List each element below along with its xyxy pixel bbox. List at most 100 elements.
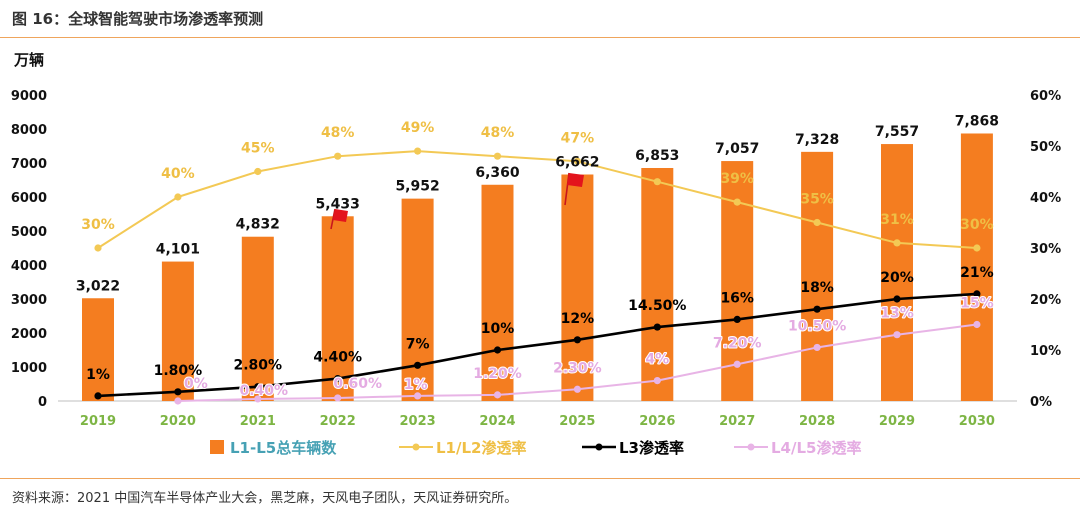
axes-group: 9000 8000 7000 6000 5000 4000 3000 2000 1000 0 60%… [11,89,1061,429]
data-label-l1l2: 45% [241,141,275,157]
data-label-l3: 18% [800,280,834,296]
data-label-l1l2: 48% [321,125,355,141]
bar-vehicles [641,167,674,401]
x-category-label: 2020 [160,414,196,429]
red-flag-icon [330,208,348,230]
data-point-l1l2 [573,157,582,165]
bar-vehicles [241,236,274,401]
bar-value-label: 7,328 [795,132,839,148]
data-point-l1l2 [174,193,182,201]
legend-swatch-l1l2-line [399,443,433,451]
data-point-l1l2 [254,167,262,176]
data-point-l4l5 [414,392,422,400]
data-label-l4l5: 1.20% [473,366,522,382]
bar-value-label: 6,853 [635,148,679,164]
data-point-l3 [254,383,262,391]
data-point-l3 [813,305,821,313]
data-point-l3 [174,388,182,396]
data-point-l1l2 [813,218,821,227]
data-label-l1l2: 47% [561,130,595,146]
bar-value-label: 7,557 [875,124,919,140]
right-y-tick-label: 30% [1030,242,1061,257]
data-point-l4l5 [733,360,741,368]
right-y-tick-label: 60% [1030,89,1061,104]
data-label-l3: 2.80% [234,358,283,374]
data-point-l4l5 [493,391,502,399]
data-label-l3: 4.40% [313,350,362,366]
bars-group [82,133,993,401]
legend-swatch-l4l5-line [734,443,768,451]
bar-value-label: 5,952 [395,179,439,195]
x-category-label: 2030 [959,414,995,429]
data-point-l1l2 [893,239,901,247]
bar-value-label: 6,360 [475,165,520,181]
left-y-tick-label: 8000 [11,123,47,138]
data-point-l4l5 [653,377,661,385]
data-label-l1l2: 40% [161,166,195,182]
right-y-tick-label: 50% [1030,140,1061,155]
bar-value-label: 7,868 [955,113,999,129]
flag-pole [330,208,336,230]
bar-vehicles [561,174,594,401]
labels-group: 3,022 4,101 4,832 5,433 5,952 6,360 6,662 6,853… [76,113,999,399]
legend-item-vehicles: L1-L5总车辆数 [210,437,336,457]
flag-annotations [330,172,584,230]
bar-vehicles [801,151,834,401]
red-flag-icon [564,172,584,206]
data-point-l3 [893,295,901,303]
left-y-tick-label: 2000 [11,327,47,342]
left-y-tick-label: 9000 [11,89,47,104]
data-point-l1l2 [94,244,102,252]
data-point-l1l2 [733,198,741,206]
data-label-l3: 1.80% [154,363,203,379]
legend-label-l4l5: L4/L5渗透率 [771,438,862,457]
left-y-tick-label: 5000 [11,225,47,240]
data-point-l1l2 [334,152,342,160]
right-y-tick-label: 10% [1030,344,1061,359]
bar-vehicles [321,216,354,401]
data-label-l4l5: 0.40% [240,383,289,399]
data-point-l4l5 [573,385,582,393]
legend-item-l1l2: L1/L2渗透率 [398,437,526,457]
data-label-l4l5: 0% [184,376,208,392]
bar-value-label: 6,662 [555,154,599,170]
x-category-label: 2025 [559,414,595,429]
data-label-l4l5: 4% [645,352,669,368]
bar-vehicles [481,184,514,401]
data-label-l4l5: 0.60% [333,376,382,392]
data-label-l3: 12% [561,311,595,327]
x-category-label: 2024 [479,414,515,429]
left-y-tick-label: 4000 [11,259,47,274]
data-label-l4l5: 13% [880,306,914,322]
data-label-l3: 7% [406,336,430,352]
data-label-l4l5: 7.20% [713,335,762,351]
x-category-label: 2026 [639,414,675,429]
data-point-l4l5 [973,320,981,329]
data-label-l1l2: 30% [960,217,994,233]
data-point-l3 [733,315,741,323]
data-label-l1l2: 30% [81,217,115,233]
data-point-l1l2 [653,178,661,186]
data-label-l3: 1% [86,367,110,383]
data-point-l1l2 [973,244,981,252]
data-label-l4l5: 1% [404,377,428,393]
data-label-l3: 20% [880,270,914,286]
bar-vehicles [161,261,194,401]
legend-item-l3: L3渗透率 [581,437,684,457]
source-divider [0,478,1080,479]
lines-group [97,150,978,402]
bar-vehicles [401,198,434,401]
data-point-l4l5 [893,331,901,339]
left-y-tick-label: 1000 [11,361,47,376]
data-label-l1l2: 31% [880,212,914,228]
data-label-l3: 21% [960,265,994,281]
data-label-l4l5: 2.30% [553,360,602,376]
legend-label-vehicles: L1-L5总车辆数 [230,438,337,457]
data-label-l1l2: 35% [800,192,834,208]
legend-swatch-l3-line [582,443,616,451]
data-point-l1l2 [493,152,502,160]
data-point-l3 [653,323,661,331]
data-label-l1l2: 48% [481,125,515,141]
legend-label-l1l2: L1/L2渗透率 [436,438,527,457]
